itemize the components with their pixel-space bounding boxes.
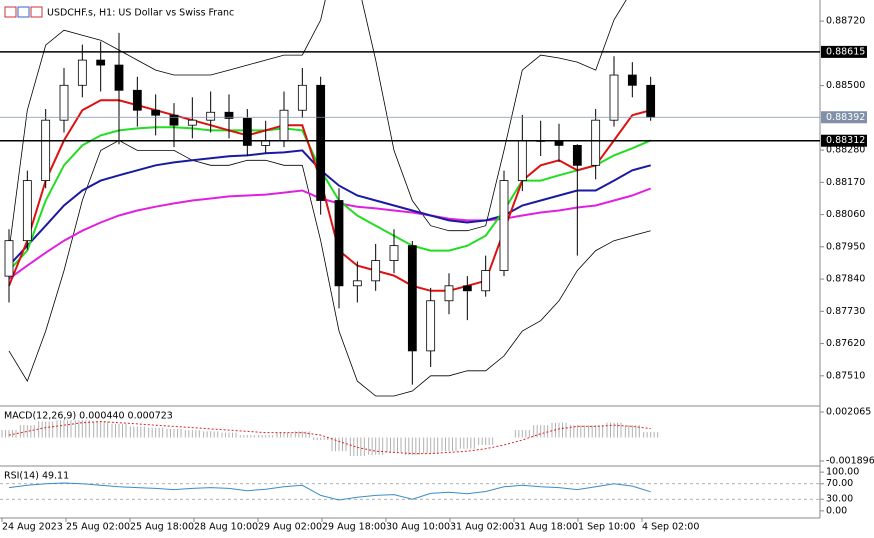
candle-body <box>77 59 87 86</box>
candle-body <box>316 84 326 201</box>
y-tick-label: 0.88170 <box>826 177 865 188</box>
candle-body <box>96 59 106 66</box>
candle-body <box>114 64 124 91</box>
y-tick-label: 0.88060 <box>826 209 865 220</box>
candle-body <box>499 180 509 271</box>
y-tick-label: 0.87730 <box>826 306 865 317</box>
candle-body <box>151 109 161 116</box>
x-tick-label: 29 Aug 02:00 <box>258 522 322 533</box>
y-tick-label: 70.00 <box>826 478 853 489</box>
x-tick-label: 4 Sep 02:00 <box>642 522 699 533</box>
candle-body <box>646 84 656 118</box>
candle-body <box>609 74 619 121</box>
candle-body <box>572 144 582 166</box>
y-tick-label: 0.87620 <box>826 338 865 349</box>
x-tick-label: 1 Sep 10:00 <box>578 522 635 533</box>
candle-body <box>591 119 601 166</box>
candle-body <box>22 180 32 242</box>
rsi-title: RSI(14) 49.11 <box>4 471 69 482</box>
indicator-line <box>8 0 627 251</box>
candle-body <box>462 285 472 292</box>
candle-body <box>481 270 491 292</box>
indicator-line <box>8 139 651 397</box>
x-tick-label: 31 Aug 18:00 <box>514 522 578 533</box>
candle-body <box>4 240 14 277</box>
candle-body <box>242 118 252 146</box>
candle-body <box>132 89 142 111</box>
chart-title: USDCHF.s, H1: US Dollar vs Swiss Franc <box>47 8 234 19</box>
level-label-bg <box>821 134 867 147</box>
toolbar-icon[interactable] <box>4 6 43 18</box>
indicator-line <box>8 149 651 267</box>
y-tick-label: 0.002065 <box>826 406 871 417</box>
x-tick-label: 31 Aug 02:00 <box>450 522 514 533</box>
y-tick-label: 0.88280 <box>826 145 865 156</box>
candle-body <box>371 260 381 282</box>
y-tick-label: 0.87840 <box>826 274 865 285</box>
candle-body <box>627 74 637 86</box>
candle-body <box>206 111 216 121</box>
candle-body <box>334 200 344 287</box>
level-label: 0.88615 <box>826 46 865 57</box>
candle-body <box>41 119 51 181</box>
candle-body <box>224 111 234 119</box>
x-tick-label: 25 Aug 18:00 <box>130 522 194 533</box>
price-label: 0.88392 <box>826 112 865 123</box>
y-tick-label: 0.00 <box>826 505 847 516</box>
y-tick-label: 0.88720 <box>826 16 865 27</box>
rsi-line <box>8 482 651 501</box>
x-tick-label: 29 Aug 18:00 <box>322 522 386 533</box>
x-tick-label: 24 Aug 2023 <box>2 522 63 533</box>
price-panel <box>4 0 656 397</box>
y-tick-label: 0.87510 <box>826 370 865 381</box>
y-tick-label: 0.88500 <box>826 80 865 91</box>
candle-body <box>297 84 307 111</box>
candle-body <box>187 119 197 126</box>
y-tick-label: 100.00 <box>826 467 859 478</box>
x-tick-label: 28 Aug 10:00 <box>194 522 258 533</box>
x-tick-label: 25 Aug 02:00 <box>66 522 130 533</box>
x-tick-label: 30 Aug 10:00 <box>386 522 450 533</box>
indicator-line <box>8 126 652 272</box>
candle-body <box>279 109 289 141</box>
price-label-bg <box>821 111 867 124</box>
y-tick-label: -0.001896 <box>826 456 874 467</box>
candle-body <box>444 285 454 302</box>
macd-signal <box>8 420 651 455</box>
candle-body <box>407 245 417 352</box>
candle-body <box>169 114 179 126</box>
indicator-line <box>8 99 651 292</box>
y-tick-label: 0.87950 <box>826 241 865 252</box>
candle-body <box>352 280 362 287</box>
candle-body <box>389 245 399 262</box>
candle-body <box>517 140 527 181</box>
indicator-line <box>8 187 652 280</box>
y-tick-label: 30.00 <box>826 494 853 505</box>
macd-title: MACD(12,26,9) 0.000440 0.000723 <box>4 411 173 422</box>
candle-body <box>59 84 69 121</box>
level-label: 0.88312 <box>826 135 865 146</box>
level-label-bg <box>821 45 867 58</box>
candle-body <box>426 300 436 352</box>
frame <box>0 0 821 519</box>
